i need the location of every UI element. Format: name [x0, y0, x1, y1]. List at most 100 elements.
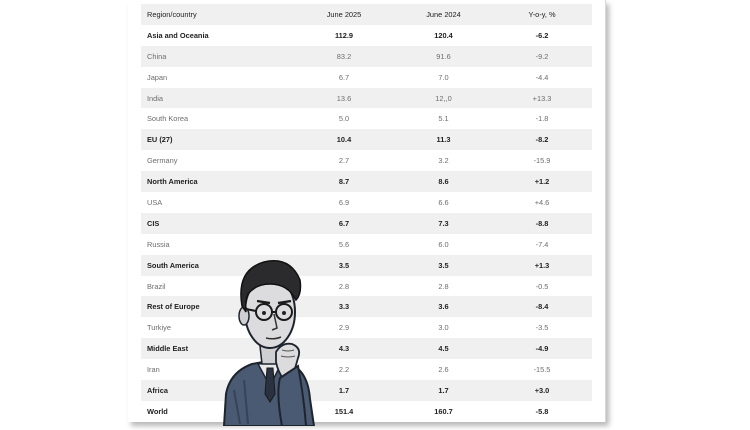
cell-yoy: -15.5: [533, 365, 551, 375]
data-table-sheet: Region/country June 2025 June 2024 Y-o-y…: [128, 0, 606, 422]
cell-june-2024: 11.3: [395, 129, 492, 151]
cell-yoy: -1.8: [535, 114, 549, 124]
table-body: Asia and Oceania 112.9 120.4 -6.2 China 83.2 9…: [141, 25, 592, 422]
table-row: CIS 6.7 7.3 -8.8: [141, 212, 592, 234]
cell-yoy: -8.4: [492, 296, 592, 318]
cell-june-2024: 4.5: [395, 338, 492, 360]
cell-region: Turkiye: [147, 323, 171, 333]
cell-region: Japan: [147, 72, 168, 82]
cell-june-2025: 10.4: [293, 129, 395, 151]
table-row: Turkiye 2.9 3.0 -3.5: [141, 317, 592, 338]
cell-yoy: +4.6: [534, 197, 550, 207]
cell-region: World: [147, 406, 168, 416]
cell-june-2024: 2.8: [438, 281, 449, 291]
cell-region: CIS: [141, 212, 293, 234]
cell-june-2025: 8.7: [293, 171, 395, 193]
cell-region: Germany: [147, 156, 178, 166]
cell-region: USA: [147, 197, 163, 207]
cell-region: China: [141, 45, 293, 67]
table-row: Asia and Oceania 112.9 120.4 -6.2: [141, 25, 592, 46]
table-row: World 151.4 160.7 -5.8: [141, 401, 592, 422]
cell-region: Iran: [147, 365, 160, 375]
cell-june-2025: 5.0: [338, 114, 350, 124]
table-row: EU (27) 10.4 11.3 -8.2: [141, 129, 592, 151]
cell-region: Middle East: [141, 338, 293, 360]
cell-june-2025: 6.9: [338, 197, 350, 207]
table-row: Russia 5.6 6.0 -7.4: [141, 234, 592, 255]
cell-june-2025: 6.7: [293, 212, 395, 234]
table-row: China 83.2 91.6 -9.2: [141, 45, 592, 67]
cell-june-2024: 6.6: [438, 197, 449, 207]
table-row: Africa 1.7 1.7 +3.0: [141, 380, 592, 401]
table-row: Middle East 4.3 4.5 -4.9: [141, 338, 592, 360]
cell-june-2025: 2.8: [338, 281, 350, 291]
table-row: South Korea 5.0 5.1 -1.8: [141, 108, 592, 129]
thinking-man-illustration: [222, 260, 316, 426]
header-yoy: Y-o-y, %: [492, 4, 592, 25]
cell-june-2024: 91.6: [395, 45, 492, 67]
header-june-2025: June 2025: [293, 4, 395, 25]
cell-yoy: -4.9: [492, 338, 592, 360]
cell-june-2025: 1.7: [293, 380, 395, 401]
table-row: Iran 2.2 2.6 -15.5: [141, 359, 592, 380]
cell-yoy: -9.2: [492, 45, 592, 67]
cell-june-2024: 3.5: [395, 254, 492, 276]
table-row: Rest of Europe 3.3 3.6 -8.4: [141, 296, 592, 318]
cell-region: Brazil: [147, 281, 166, 291]
cell-yoy: +1.3: [492, 254, 592, 276]
cell-june-2024: 7.3: [395, 212, 492, 234]
cell-june-2025: 13.6: [293, 87, 395, 109]
cell-june-2024: 6.0: [438, 239, 449, 249]
cell-june-2024: 3.6: [395, 296, 492, 318]
cell-june-2024: 120.4: [434, 30, 453, 40]
table-row: North America 8.7 8.6 +1.2: [141, 171, 592, 193]
cell-june-2025: 3.3: [293, 296, 395, 318]
cell-yoy: -6.2: [535, 30, 549, 40]
cell-june-2025: 151.4: [334, 406, 354, 416]
cell-june-2025: 112.9: [334, 30, 354, 40]
cell-june-2024: 160.7: [434, 406, 453, 416]
cell-june-2024: 12,,0: [395, 87, 492, 109]
cell-june-2024: 1.7: [395, 380, 492, 401]
cell-region: Asia and Oceania: [147, 30, 209, 40]
header-june-2024: June 2024: [395, 4, 492, 25]
table-header-row: Region/country June 2025 June 2024 Y-o-y…: [141, 4, 592, 25]
cell-june-2025: 5.6: [338, 239, 350, 249]
cell-yoy: -15.9: [533, 156, 551, 166]
steel-production-table: Region/country June 2025 June 2024 Y-o-y…: [141, 4, 592, 422]
cell-yoy: -5.8: [535, 406, 549, 416]
table-row: Germany 2.7 3.2 -15.9: [141, 150, 592, 171]
cell-june-2024: 3.2: [438, 156, 449, 166]
cell-june-2024: 2.6: [438, 365, 449, 375]
cell-region: India: [141, 87, 293, 109]
cell-june-2025: 6.7: [338, 72, 350, 82]
cell-region: North America: [141, 171, 293, 193]
table-row: USA 6.9 6.6 +4.6: [141, 192, 592, 213]
cell-june-2025: 2.9: [338, 323, 350, 333]
cell-region: EU (27): [141, 129, 293, 151]
cell-yoy: -3.5: [535, 323, 549, 333]
table-row: South America 3.5 3.5 +1.3: [141, 254, 592, 276]
cell-june-2024: 8.6: [395, 171, 492, 193]
cell-june-2025: 2.7: [338, 156, 350, 166]
cell-june-2025: 4.3: [293, 338, 395, 360]
cell-yoy: +1.2: [492, 171, 592, 193]
cell-yoy: +3.0: [492, 380, 592, 401]
cell-yoy: -8.8: [492, 212, 592, 234]
cell-yoy: -4.4: [535, 72, 549, 82]
cell-yoy: -0.5: [535, 281, 549, 291]
table-row: Brazil 2.8 2.8 -0.5: [141, 276, 592, 297]
cell-june-2025: 2.2: [338, 365, 350, 375]
cell-yoy: -7.4: [535, 239, 549, 249]
table-row: Japan 6.7 7.0 -4.4: [141, 67, 592, 88]
cell-june-2025: 83.2: [293, 45, 395, 67]
cell-june-2024: 7.0: [438, 72, 449, 82]
cell-june-2025: 3.5: [293, 254, 395, 276]
header-region: Region/country: [141, 4, 293, 25]
cell-yoy: -8.2: [492, 129, 592, 151]
cell-june-2024: 5.1: [438, 114, 449, 124]
cell-region: Russia: [147, 239, 170, 249]
cell-region: South Korea: [147, 114, 189, 124]
table-row: India 13.6 12,,0 +13.3: [141, 87, 592, 109]
cell-yoy: +13.3: [492, 87, 592, 109]
